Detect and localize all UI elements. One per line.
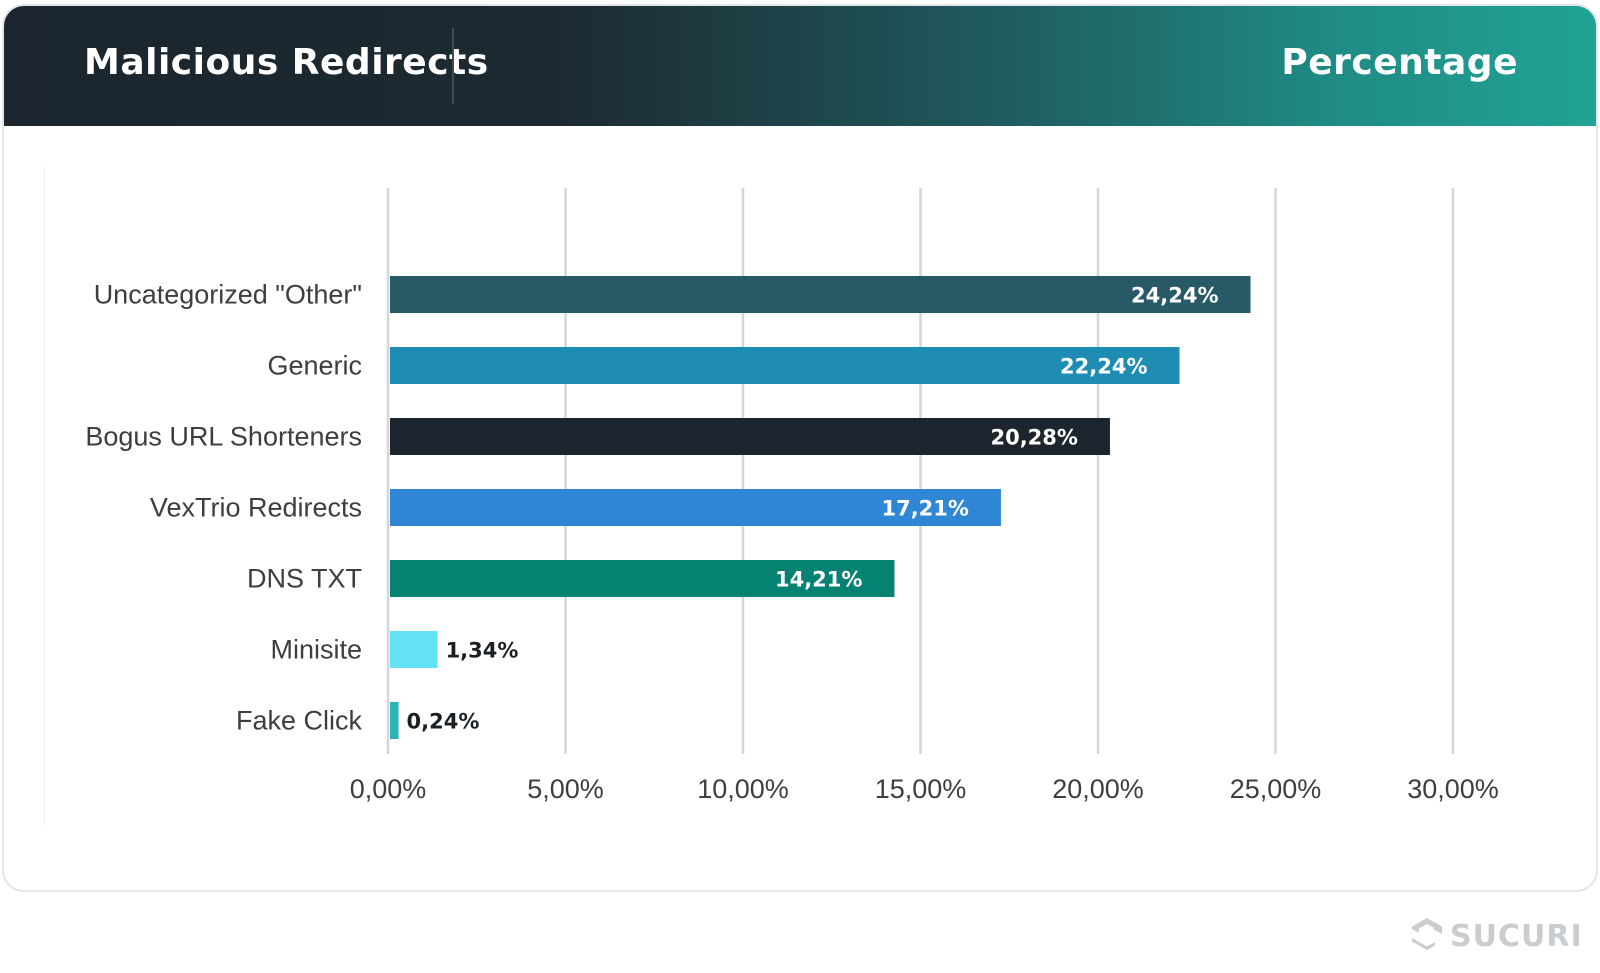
x-tick-label: 10,00% [697,774,789,804]
category-label: DNS TXT [247,564,362,594]
data-label: 0,24% [407,710,480,734]
sucuri-logo-text: SUCURI [1450,918,1583,954]
bar [390,489,1001,526]
x-tick-label: 25,00% [1230,774,1322,804]
bar [390,631,438,668]
data-label: 22,24% [1060,355,1147,379]
category-label: Generic [267,351,362,381]
chart-area: 0,00% 5,00% 10,00% 15,00% 20,00% 25,00% 30,00%… [44,166,1575,826]
bar-chart: 0,00% 5,00% 10,00% 15,00% 20,00% 25,00% 30,00%… [85,188,1499,804]
category-label: Uncategorized "Other" [94,280,362,310]
x-tick-label: 0,00% [350,774,427,804]
data-label: 1,34% [446,639,519,663]
data-label: 17,21% [881,497,968,521]
data-label: 24,24% [1131,284,1218,308]
bar [390,560,895,597]
header-divider [452,28,454,104]
data-label: 14,21% [775,568,862,592]
chart-header: Malicious Redirects Percentage [4,6,1596,126]
data-label: 20,28% [990,426,1077,450]
bar [390,418,1110,455]
x-tick-label: 15,00% [875,774,967,804]
sucuri-logo-icon [1412,918,1442,950]
x-tick-label: 30,00% [1407,774,1499,804]
category-label: Bogus URL Shorteners [85,422,362,452]
sucuri-logo: SUCURI [1410,914,1583,958]
bar [390,347,1180,384]
category-label: Fake Click [236,706,363,736]
bar [390,702,399,739]
x-tick-label: 5,00% [527,774,604,804]
category-label: Minisite [270,635,362,665]
chart-card: Malicious Redirects Percentage 0,00% 5,00… [2,4,1598,892]
category-label: VexTrio Redirects [150,493,362,523]
header-metric-label: Percentage [1281,42,1518,83]
bar [390,276,1251,313]
x-tick-label: 20,00% [1052,774,1144,804]
chart-title: Malicious Redirects [84,42,489,83]
